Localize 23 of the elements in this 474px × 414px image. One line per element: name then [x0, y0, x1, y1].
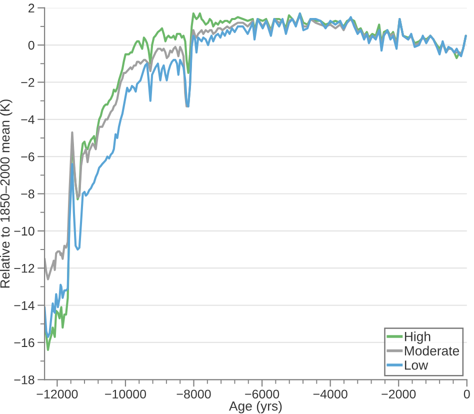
y-tick-label: −10 [14, 226, 34, 236]
y-tick-label: −6 [21, 152, 34, 162]
legend-label: Low [404, 360, 428, 370]
x-tick-label: −12000 [36, 390, 78, 399]
x-tick-label: 0 [464, 390, 470, 399]
x-tick-label: −8000 [176, 390, 211, 399]
y-tick-label: −8 [21, 190, 34, 198]
y-tick-label: −2 [21, 78, 34, 87]
y-tick-label: −18 [14, 375, 34, 384]
y-axis-title: Relative to 1850–2000 mean (K) [0, 100, 12, 288]
x-tick-label: −6000 [245, 390, 280, 399]
y-tick-label: −16 [14, 338, 34, 348]
x-tick-label: −10000 [105, 390, 146, 399]
y-tick-label: 0 [28, 40, 34, 50]
legend-label: High [404, 332, 430, 344]
y-tick-label: 2 [28, 4, 34, 12]
x-tick-label: −4000 [313, 390, 348, 399]
y-tick-label: −12 [14, 264, 34, 273]
x-tick-label: −2000 [382, 390, 416, 399]
x-axis-title: Age (yrs) [228, 401, 282, 414]
y-tick-label: −14 [14, 301, 34, 310]
legend-label: Moderate [404, 346, 460, 356]
y-tick-label: −4 [21, 115, 34, 124]
